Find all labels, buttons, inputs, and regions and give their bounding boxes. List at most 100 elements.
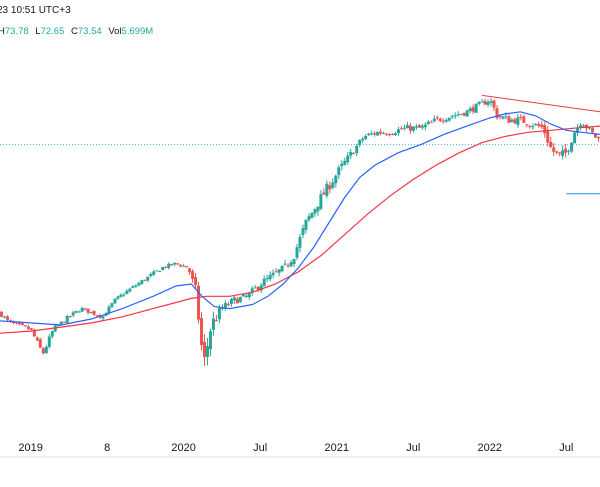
- candle-body: [534, 123, 538, 125]
- candle-body: [399, 128, 403, 130]
- candle-body: [194, 277, 198, 286]
- candle-body: [522, 116, 526, 123]
- candle-body: [274, 271, 278, 273]
- candle-body: [402, 127, 406, 129]
- candle-body: [408, 125, 412, 131]
- chart-header: 23 10:51 UTC+3 H73.78 L72.65 C73.54 Vol5…: [0, 0, 600, 40]
- candle-body: [310, 212, 314, 218]
- candle-body: [68, 315, 72, 317]
- candle-body: [340, 163, 344, 167]
- candle-body: [44, 346, 48, 354]
- candle-body: [271, 272, 275, 276]
- candle-body: [20, 323, 24, 325]
- candle-body: [265, 277, 269, 280]
- candle-body: [119, 294, 123, 297]
- candle-body: [262, 278, 266, 287]
- candle-body: [531, 126, 535, 128]
- candle-body: [313, 209, 317, 214]
- candle-body: [197, 285, 201, 320]
- moving-averages: [0, 111, 600, 334]
- candle-body: [182, 265, 186, 267]
- candle-body: [65, 316, 69, 323]
- candle-body: [292, 258, 296, 265]
- candle-body: [158, 270, 162, 272]
- candle-body: [155, 270, 159, 272]
- candle-body: [319, 194, 323, 209]
- candle-body: [328, 185, 332, 190]
- candle-body: [250, 288, 254, 293]
- candle-body: [573, 132, 577, 144]
- candle-body: [453, 115, 457, 117]
- candle-body: [510, 119, 514, 122]
- candle-body: [495, 108, 499, 118]
- candle-body: [161, 267, 165, 271]
- slow-moving-average: [0, 125, 600, 334]
- candle-body: [337, 167, 341, 175]
- x-tick-label: 2021: [324, 442, 348, 454]
- high-label: H: [0, 26, 5, 37]
- candle-body: [179, 264, 183, 267]
- candle-body: [546, 131, 550, 143]
- candle-body: [540, 124, 544, 128]
- candle-body: [86, 308, 90, 313]
- candle-body: [552, 147, 556, 152]
- candle-body: [543, 125, 547, 134]
- candle-body: [438, 118, 442, 121]
- candle-body: [56, 324, 60, 326]
- candle-body: [525, 124, 529, 126]
- candle-body: [173, 262, 177, 265]
- candle-body: [391, 134, 395, 136]
- candle-body: [414, 126, 418, 128]
- candle-body: [352, 152, 356, 155]
- ohlc-readout: H73.78 L72.65 C73.54 Vol5.699M: [0, 26, 157, 37]
- candle-body: [492, 100, 496, 108]
- candle-body: [432, 118, 436, 122]
- candle-body: [23, 325, 27, 327]
- candle-body: [486, 101, 490, 105]
- candle-body: [355, 145, 359, 154]
- candle-body: [176, 263, 180, 265]
- candle-body: [301, 228, 305, 235]
- candle-body: [489, 101, 493, 103]
- candle-body: [316, 206, 320, 212]
- candle-body: [200, 317, 204, 345]
- candle-body: [346, 155, 350, 163]
- low-label: L: [35, 26, 41, 37]
- horizontal-lines: [0, 144, 600, 195]
- candle-body: [29, 328, 33, 330]
- candle-body: [570, 142, 574, 152]
- candle-body: [3, 316, 7, 318]
- candle-body: [459, 113, 463, 115]
- candle-body: [593, 133, 597, 138]
- candle-body: [101, 316, 105, 319]
- candle-body: [247, 293, 251, 298]
- candle-body: [444, 120, 448, 122]
- candle-body: [417, 125, 421, 128]
- candle-body: [385, 134, 389, 136]
- candle-body: [549, 141, 553, 148]
- candle-body: [420, 125, 424, 128]
- candle-body: [232, 297, 236, 301]
- candle-body: [325, 183, 329, 196]
- candle-body: [170, 263, 174, 266]
- fast-moving-average: [0, 111, 600, 326]
- candle-body: [89, 311, 93, 313]
- trendline: [482, 94, 600, 113]
- candle-body: [379, 131, 383, 134]
- candle-body: [83, 308, 87, 310]
- volume-value: 5.699M: [121, 26, 154, 37]
- candle-body: [564, 148, 568, 153]
- candle-body: [361, 138, 365, 141]
- candle-body: [8, 320, 12, 322]
- candle-body: [382, 133, 386, 135]
- close-label: C: [71, 26, 78, 37]
- candle-body: [280, 265, 284, 272]
- candle-body: [498, 116, 502, 118]
- candle-body: [131, 286, 135, 288]
- resistance-trendline: [482, 94, 600, 113]
- candle-body: [591, 128, 594, 133]
- candle-body: [516, 117, 520, 126]
- candle-body: [146, 276, 150, 281]
- candle-body: [95, 315, 99, 317]
